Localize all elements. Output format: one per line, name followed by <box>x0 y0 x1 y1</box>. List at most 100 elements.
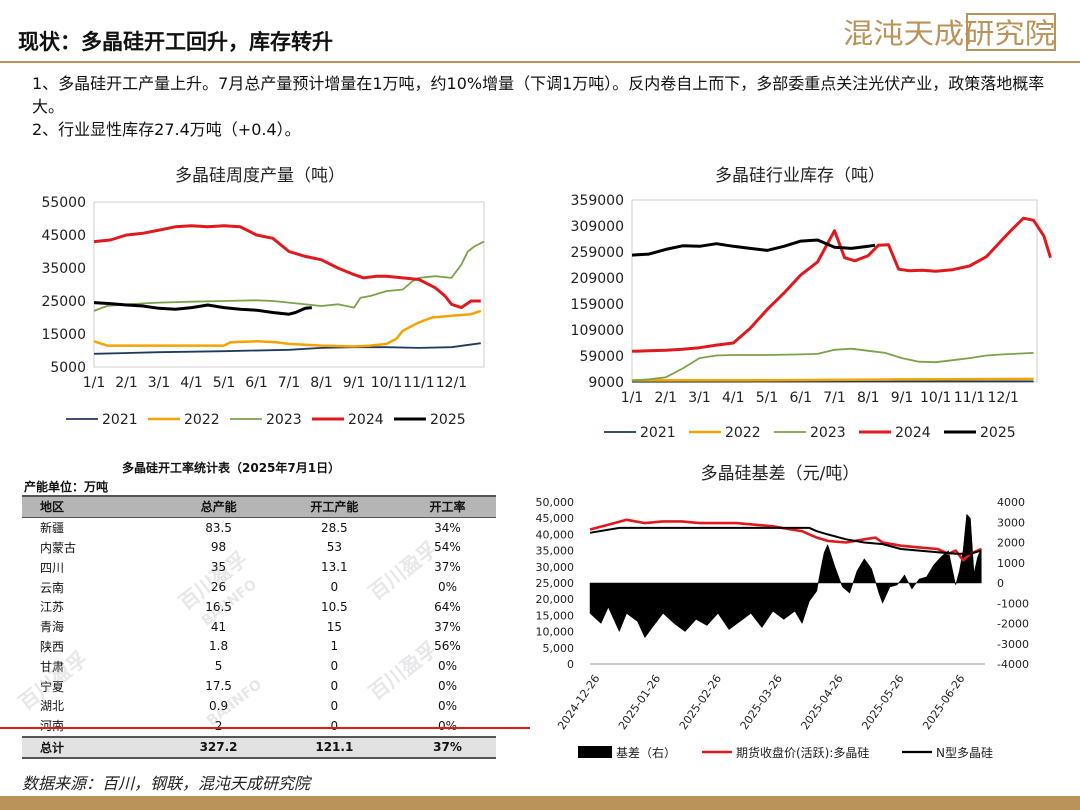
x-tick-label: 2025-03-26 <box>738 672 785 732</box>
table-cell: 28.5 <box>320 520 348 535</box>
chart-inventory: 359000 309000 259000 209000 159000 109000 5900… <box>571 193 1052 441</box>
y-left-tick-label: 20,000 <box>536 593 575 606</box>
data-source: 数据来源：百川，钢联，混沌天成研究院 <box>22 774 311 793</box>
y-left-tick-label: 10,000 <box>536 626 575 639</box>
table-cell: 83.5 <box>205 520 232 535</box>
table-cell: 四川 <box>40 560 65 575</box>
table-row: 宁夏 17.5 0 0% <box>22 676 496 696</box>
legend-label-2025: 2025 <box>430 412 466 428</box>
table-cell: 0.9 <box>209 698 229 713</box>
x-tick-label: 5/1 <box>213 375 236 391</box>
table-cell: 26 <box>210 580 227 595</box>
x-tick-label: 8/1 <box>310 375 333 391</box>
table-cell: 56% <box>434 639 461 654</box>
table-cell: 0% <box>437 659 458 674</box>
y-left-tick-label: 45,000 <box>536 512 575 525</box>
y-left-tick-label: 0 <box>567 658 574 671</box>
table-cell: 327.2 <box>167 735 270 760</box>
y-tick-label: 55000 <box>41 195 86 211</box>
highlight-line <box>0 727 530 729</box>
x-tick-label: 2025-04-26 <box>798 672 845 732</box>
x-tick-label: 6/1 <box>245 375 268 391</box>
table-row: 新疆 83.5 28.5 34% <box>22 517 496 537</box>
table-row: 甘肃 5 0 0% <box>22 656 496 676</box>
x-tick-label: 11/1 <box>403 375 434 391</box>
x-tick-label: 2/1 <box>654 390 677 406</box>
column-header: 总产能 <box>167 494 270 518</box>
table-cell: 湖北 <box>40 699 65 714</box>
capacity-table-panel: 多晶硅开工率统计表（2025年7月1日） 产能单位：万吨 地区 总产能 开工产能 开工… <box>0 455 530 760</box>
y-tick-label: 359000 <box>571 193 624 209</box>
x-tick-label: 2025-06-26 <box>920 672 967 732</box>
series-line-2023 <box>93 240 485 312</box>
table-unit: 产能单位：万吨 <box>24 480 109 494</box>
y-tick-label: 25000 <box>41 294 86 310</box>
y-right-tick-label: 4000 <box>997 496 1025 509</box>
y-right-tick-label: 0 <box>997 577 1004 590</box>
table-cell: 16.5 <box>205 599 232 614</box>
series-line-2025 <box>93 301 312 316</box>
y-right-tick-label: 1000 <box>997 557 1025 570</box>
y-left-tick-label: 35,000 <box>536 545 575 558</box>
legend-label-2021: 2021 <box>102 412 138 428</box>
y-tick-label: 9000 <box>588 375 624 391</box>
table-cell: 1 <box>330 639 339 654</box>
table-cell: 0 <box>330 580 339 595</box>
table-row: 青海 41 15 37% <box>22 617 496 637</box>
table-title: 多晶硅开工率统计表（2025年7月1日） <box>122 461 341 475</box>
y-tick-label: 35000 <box>41 261 86 277</box>
x-tick-label: 3/1 <box>148 375 171 391</box>
series-line-2024 <box>93 224 481 310</box>
table-cell: 17.5 <box>205 679 232 694</box>
table-cell: 35 <box>210 560 227 575</box>
table-cell: 青海 <box>40 620 65 635</box>
table-cell: 54% <box>434 540 461 555</box>
y-left-tick-label: 15,000 <box>536 609 575 622</box>
table-cell: 宁夏 <box>40 679 65 694</box>
y-tick-label: 309000 <box>571 219 624 235</box>
table-cell: 64% <box>434 599 461 614</box>
table-cell: 云南 <box>40 580 65 595</box>
table-cell: 37% <box>434 619 461 634</box>
table-cell: 江苏 <box>40 600 65 615</box>
table-cell: 37% <box>398 735 496 760</box>
y-left-tick-label: 40,000 <box>536 528 575 541</box>
y-tick-label: 259000 <box>571 245 624 261</box>
y-tick-label: 209000 <box>571 271 624 287</box>
table-cell: 甘肃 <box>40 659 65 674</box>
x-tick-label: 1/1 <box>621 390 644 406</box>
table-cell: 41 <box>210 619 227 634</box>
legend-label-basis: 基差（右） <box>616 745 676 760</box>
y-right-tick-label: -2000 <box>997 618 1029 631</box>
bullet-list: 1、多晶硅开工产量上升。7月总产量预计增量在1万吨，约10%增量（下调1万吨）。… <box>32 72 1057 141</box>
table-cell: 新疆 <box>40 521 65 536</box>
bullet-2: 2、行业显性库存27.4万吨（+0.4）。 <box>32 120 301 139</box>
logo: 混沌天成研究院 <box>843 13 1056 51</box>
series-line-ntype <box>589 526 982 555</box>
series-line-2025 <box>631 238 876 257</box>
x-tick-label: 2025-05-26 <box>859 672 906 732</box>
y-tick-label: 5000 <box>50 360 86 376</box>
series-line-futures <box>589 518 982 562</box>
table-cell: 0% <box>437 679 458 694</box>
x-tick-label: 12/1 <box>436 375 467 391</box>
table-cell: 0 <box>330 679 339 694</box>
y-tick-label: 159000 <box>571 297 624 313</box>
table-cell: 15 <box>326 619 342 634</box>
series-line-2021 <box>93 342 481 355</box>
table-cell: 1.8 <box>209 639 229 654</box>
y-tick-label: 45000 <box>41 228 86 244</box>
y-left-tick-label: 25,000 <box>536 577 575 590</box>
series-line-2022 <box>93 309 482 348</box>
plot-frame <box>631 199 1038 383</box>
x-tick-label: 9/1 <box>343 375 366 391</box>
table-cell: 2 <box>214 718 223 733</box>
column-header: 开工产能 <box>269 494 399 518</box>
table-cell: 53 <box>326 540 342 555</box>
y-left-tick-label: 5,000 <box>543 642 575 655</box>
x-tick-label: 10/1 <box>371 375 402 391</box>
page-title: 现状：多晶硅开工回升，库存转升 <box>18 30 333 54</box>
table-row: 陕西 1.8 1 56% <box>22 637 496 657</box>
table-cell: 13.1 <box>320 560 348 575</box>
legend-swatch-basis <box>578 746 612 758</box>
